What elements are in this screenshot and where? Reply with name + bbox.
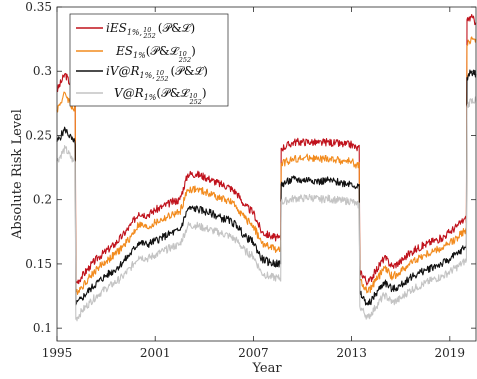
y-tick-label: 0.25 — [25, 128, 52, 142]
y-axis-label: Absolute Risk Level — [10, 109, 25, 240]
y-tick-label: 0.1 — [33, 321, 52, 335]
x-tick-label: 2001 — [140, 346, 171, 360]
series-line-3 — [56, 96, 477, 322]
x-tick-label: 2019 — [435, 346, 466, 360]
series-line-2 — [56, 69, 477, 306]
series-line-0 — [56, 13, 477, 286]
x-tick-label: 2007 — [238, 346, 269, 360]
series-line-1 — [56, 36, 477, 296]
y-tick-label: 0.3 — [33, 64, 52, 78]
legend: iES1%,10 252(𝒫&ℒ) ES1%(𝒫&ℒ10 252) iV@R1%,1… — [69, 13, 229, 107]
y-tick-label: 0.15 — [25, 257, 52, 271]
y-tick-label: 0.35 — [25, 0, 52, 14]
x-tick-label: 1995 — [42, 346, 73, 360]
x-axis-label: Year — [251, 361, 282, 376]
legend-box — [69, 13, 229, 107]
ticks-layer: 1995 2001 2007 2013 2019 0.1 0.15 0.2 0.25 0.3 0.3… — [25, 0, 476, 360]
plot-area-frame — [56, 6, 477, 342]
y-tick-label: 0.2 — [33, 193, 52, 207]
x-tick-label: 2013 — [336, 346, 367, 360]
series-layer — [56, 13, 477, 322]
